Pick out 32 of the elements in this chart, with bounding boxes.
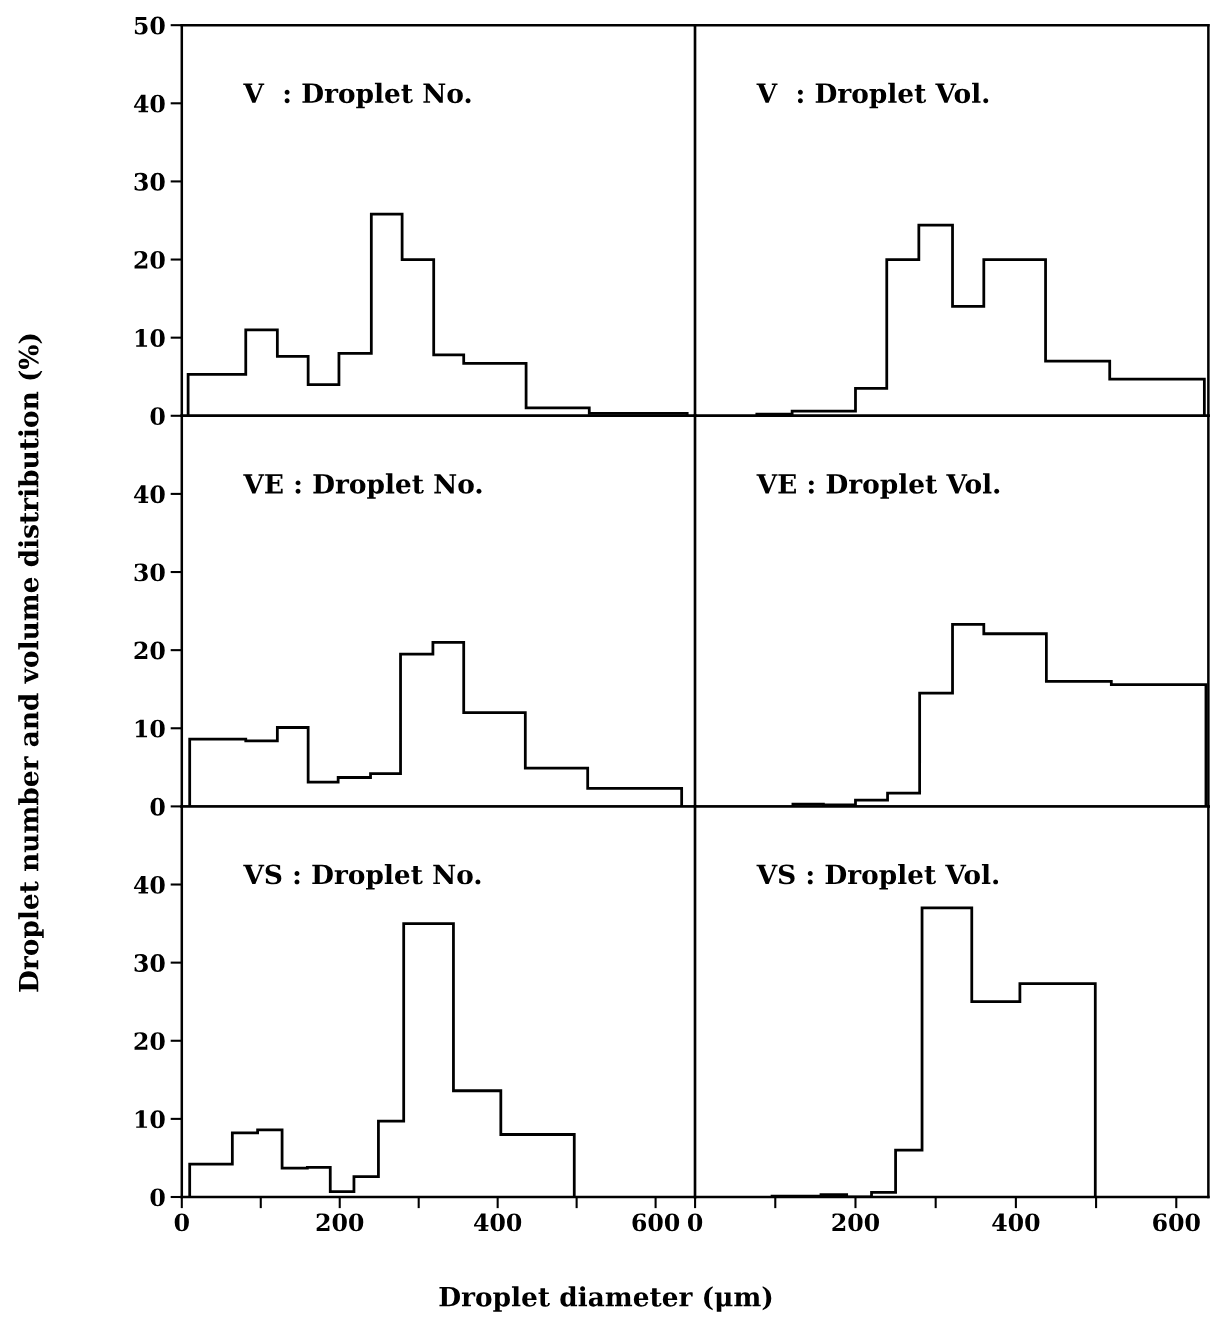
text: V : Droplet Vol.: [756, 82, 989, 109]
x-tick-label: 0: [687, 1213, 703, 1232]
text: VE : Droplet Vol.: [756, 473, 1000, 499]
y-tick-label: 30: [134, 954, 165, 972]
y-tick-label: 40: [133, 485, 165, 504]
x-tick-label: 400: [473, 1213, 522, 1232]
x-tick-label: 400: [992, 1213, 1040, 1232]
y-tick-label: 40: [133, 875, 165, 894]
x-axis-title: Droplet diameter (μm): [439, 1286, 772, 1312]
text: VE : Droplet No.: [243, 473, 482, 499]
y-tick-label: 10: [135, 329, 165, 347]
y-tick-label: 0: [150, 797, 165, 816]
y-tick-label: 10: [135, 1110, 165, 1129]
x-tick-label: 0: [174, 1213, 189, 1232]
text: V : Droplet No.: [243, 82, 471, 109]
x-tick-label: 200: [316, 1213, 364, 1232]
y-tick-label: 10: [135, 719, 165, 738]
y-tick-label: 0: [150, 1188, 165, 1207]
y-tick-label: 30: [134, 563, 165, 582]
y-tick-label: 30: [134, 172, 165, 191]
y-axis-title: Droplet number and volume distribution (%): [18, 334, 44, 992]
x-tick-label: 600: [632, 1213, 680, 1232]
y-tick-label: 20: [134, 641, 165, 660]
y-tick-label: 0: [150, 407, 165, 426]
y-tick-label: 50: [134, 16, 165, 35]
y-tick-label: 20: [134, 250, 165, 269]
y-tick-label: 40: [133, 94, 165, 113]
text: VS : Droplet Vol.: [756, 863, 999, 890]
text: VS : Droplet No.: [243, 863, 481, 890]
x-tick-label: 600: [1153, 1213, 1200, 1232]
x-tick-label: 200: [832, 1213, 880, 1232]
y-tick-label: 20: [134, 1032, 165, 1051]
